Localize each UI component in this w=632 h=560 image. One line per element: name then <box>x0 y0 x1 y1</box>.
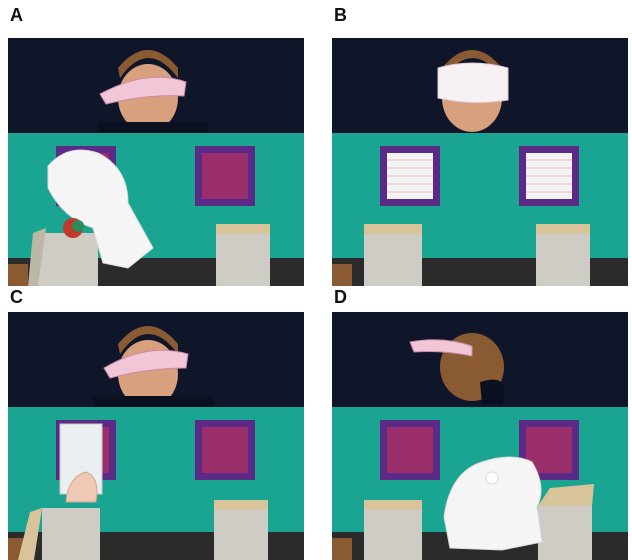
box-right <box>538 506 592 560</box>
person-hair <box>118 326 178 354</box>
box-right <box>536 228 590 286</box>
box-right <box>216 228 270 286</box>
panel-a <box>8 38 304 286</box>
person-hair <box>118 50 178 78</box>
box-right <box>214 504 268 560</box>
puppet <box>47 149 154 269</box>
panel-label-c: C <box>10 287 23 307</box>
panel-c <box>8 312 304 560</box>
visor-side <box>409 339 473 357</box>
panel-label-a: A <box>10 5 23 25</box>
box-left <box>364 228 422 286</box>
panel-d <box>332 312 628 560</box>
panel-label-d: D <box>334 287 347 307</box>
panel-b <box>332 38 628 286</box>
visor <box>103 349 189 379</box>
panel-d-scene <box>332 312 628 560</box>
panel-b-scene <box>332 38 628 286</box>
person-hair <box>442 50 502 78</box>
visor <box>99 76 187 105</box>
panel-a-scene <box>8 38 304 286</box>
puppet <box>443 456 543 551</box>
panel-label-b: B <box>334 5 347 25</box>
visor-down <box>437 62 509 104</box>
box-left <box>364 504 422 560</box>
hand <box>65 471 98 503</box>
panel-c-scene <box>8 312 304 560</box>
box-left <box>42 508 100 560</box>
